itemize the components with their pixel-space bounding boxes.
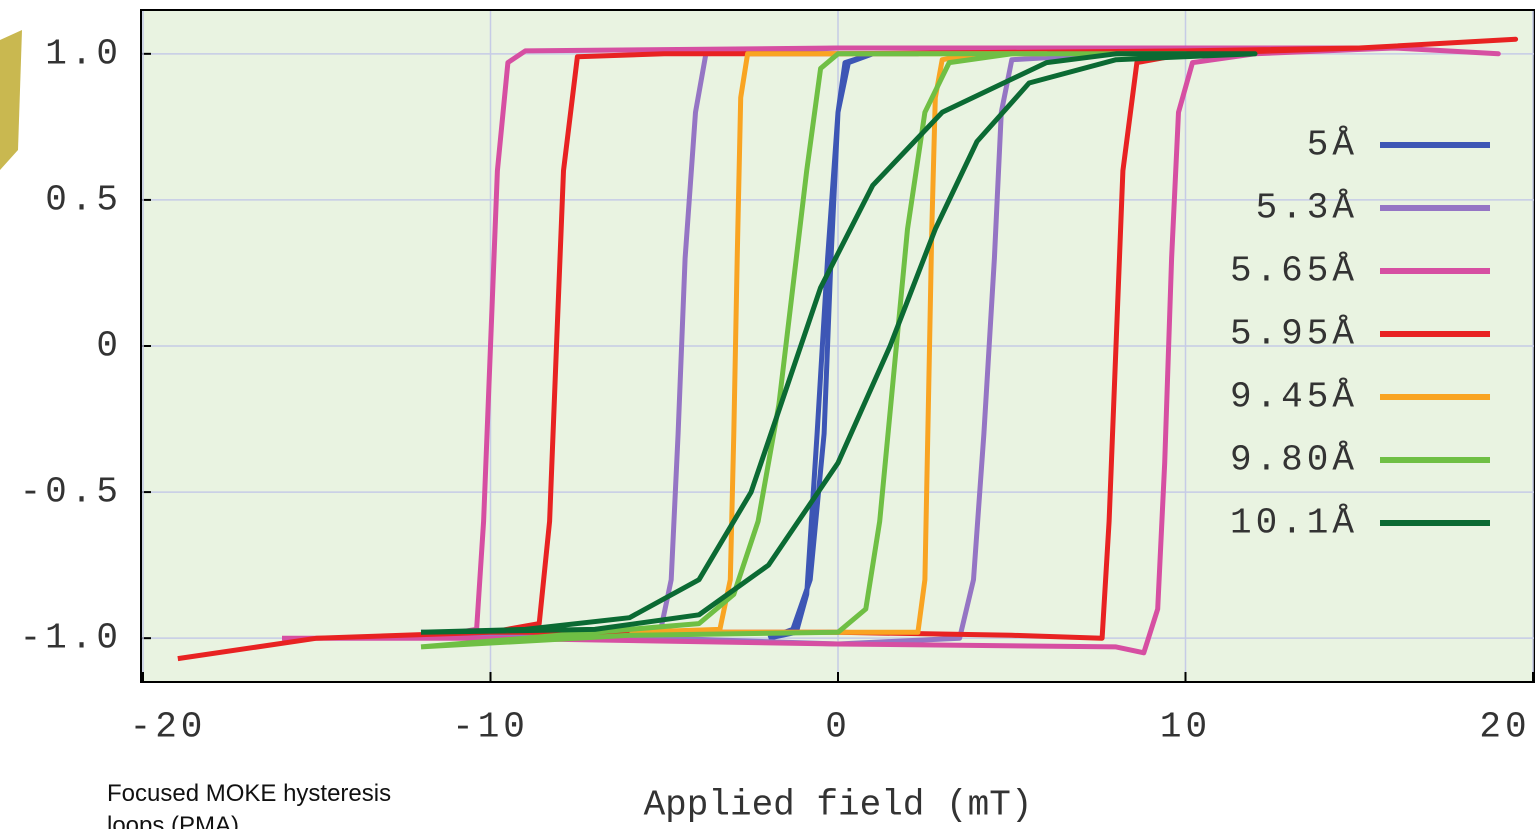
legend-label: 5.65Å [1230,251,1358,292]
y-tick-label: -1.0 [20,618,122,659]
legend-label: 5.95Å [1230,314,1358,355]
x-tick-label: 20 [1479,707,1530,748]
image-fragment [0,30,22,170]
x-tick-label: -10 [452,707,529,748]
legend-label: 9.80Å [1230,440,1358,481]
y-tick-label: -0.5 [20,472,122,513]
y-tick-label: 1.0 [45,33,122,74]
legend-label: 5.3Å [1256,188,1358,229]
legend-label: 10.1Å [1230,503,1358,544]
x-tick-label: 10 [1160,707,1211,748]
y-tick-label: 0 [96,326,122,367]
legend-label: 9.45Å [1230,377,1358,418]
page: {"chart_data": { "type": "line", "xlabel… [0,0,1537,829]
x-tick-label: 0 [825,707,851,748]
x-axis-label: Applied field (mT) [644,785,1033,826]
x-tick-label: -20 [130,707,207,748]
annotation: Focused MOKE hysteresis loops (PMA) [107,778,437,829]
chart: 5Å 5.3Å 5.65Å 5.95Å 9.45Å 9.80Å 10.1Å Applied … [0,0,1537,829]
legend-label: 5Å [1307,125,1358,166]
y-tick-label: 0.5 [45,179,122,220]
